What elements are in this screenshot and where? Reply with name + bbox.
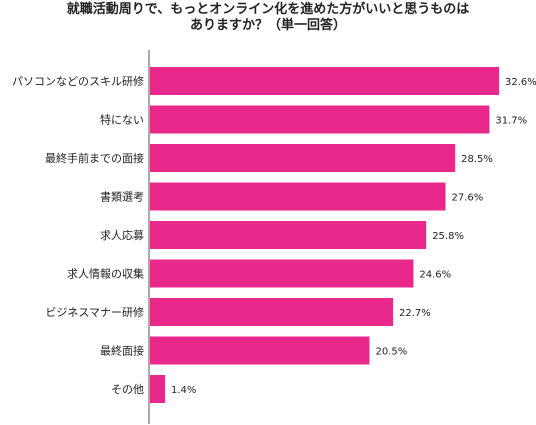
category-label: 最終面接: [100, 344, 144, 358]
category-label: 最終手前までの面接: [45, 151, 144, 165]
value-label: 22.7%: [399, 308, 431, 319]
bar: [150, 144, 456, 172]
value-label: 31.7%: [495, 116, 527, 127]
category-label: 特にない: [100, 113, 144, 127]
value-label: 20.5%: [375, 347, 407, 358]
value-label: 1.4%: [171, 385, 196, 396]
bar: [150, 67, 499, 95]
bar: [150, 221, 427, 249]
bar: [150, 259, 414, 288]
category-label: ビジネスマナー研修: [45, 305, 144, 319]
value-label: 27.6%: [451, 193, 483, 204]
value-label: 28.5%: [461, 154, 493, 165]
chart-title-line-1: 就職活動周りで、もっとオンライン化を進めた方がいいと思うものは: [66, 2, 470, 17]
chart-title-line-2: ありますか？（単一回答）: [189, 18, 346, 33]
bar: [150, 298, 394, 326]
bar: [150, 182, 446, 211]
category-label: パソコンなどのスキル研修: [12, 74, 144, 88]
value-label: 24.6%: [419, 270, 451, 281]
category-label: 求人情報の収集: [67, 267, 144, 281]
bar: [150, 336, 370, 365]
category-label: 求人応募: [100, 228, 144, 242]
bar: [150, 375, 165, 403]
category-label: 書類選考: [100, 190, 144, 204]
bar: [150, 105, 490, 134]
value-label: 32.6%: [505, 77, 536, 88]
value-label: 25.8%: [432, 231, 464, 242]
category-label: その他: [111, 383, 144, 396]
